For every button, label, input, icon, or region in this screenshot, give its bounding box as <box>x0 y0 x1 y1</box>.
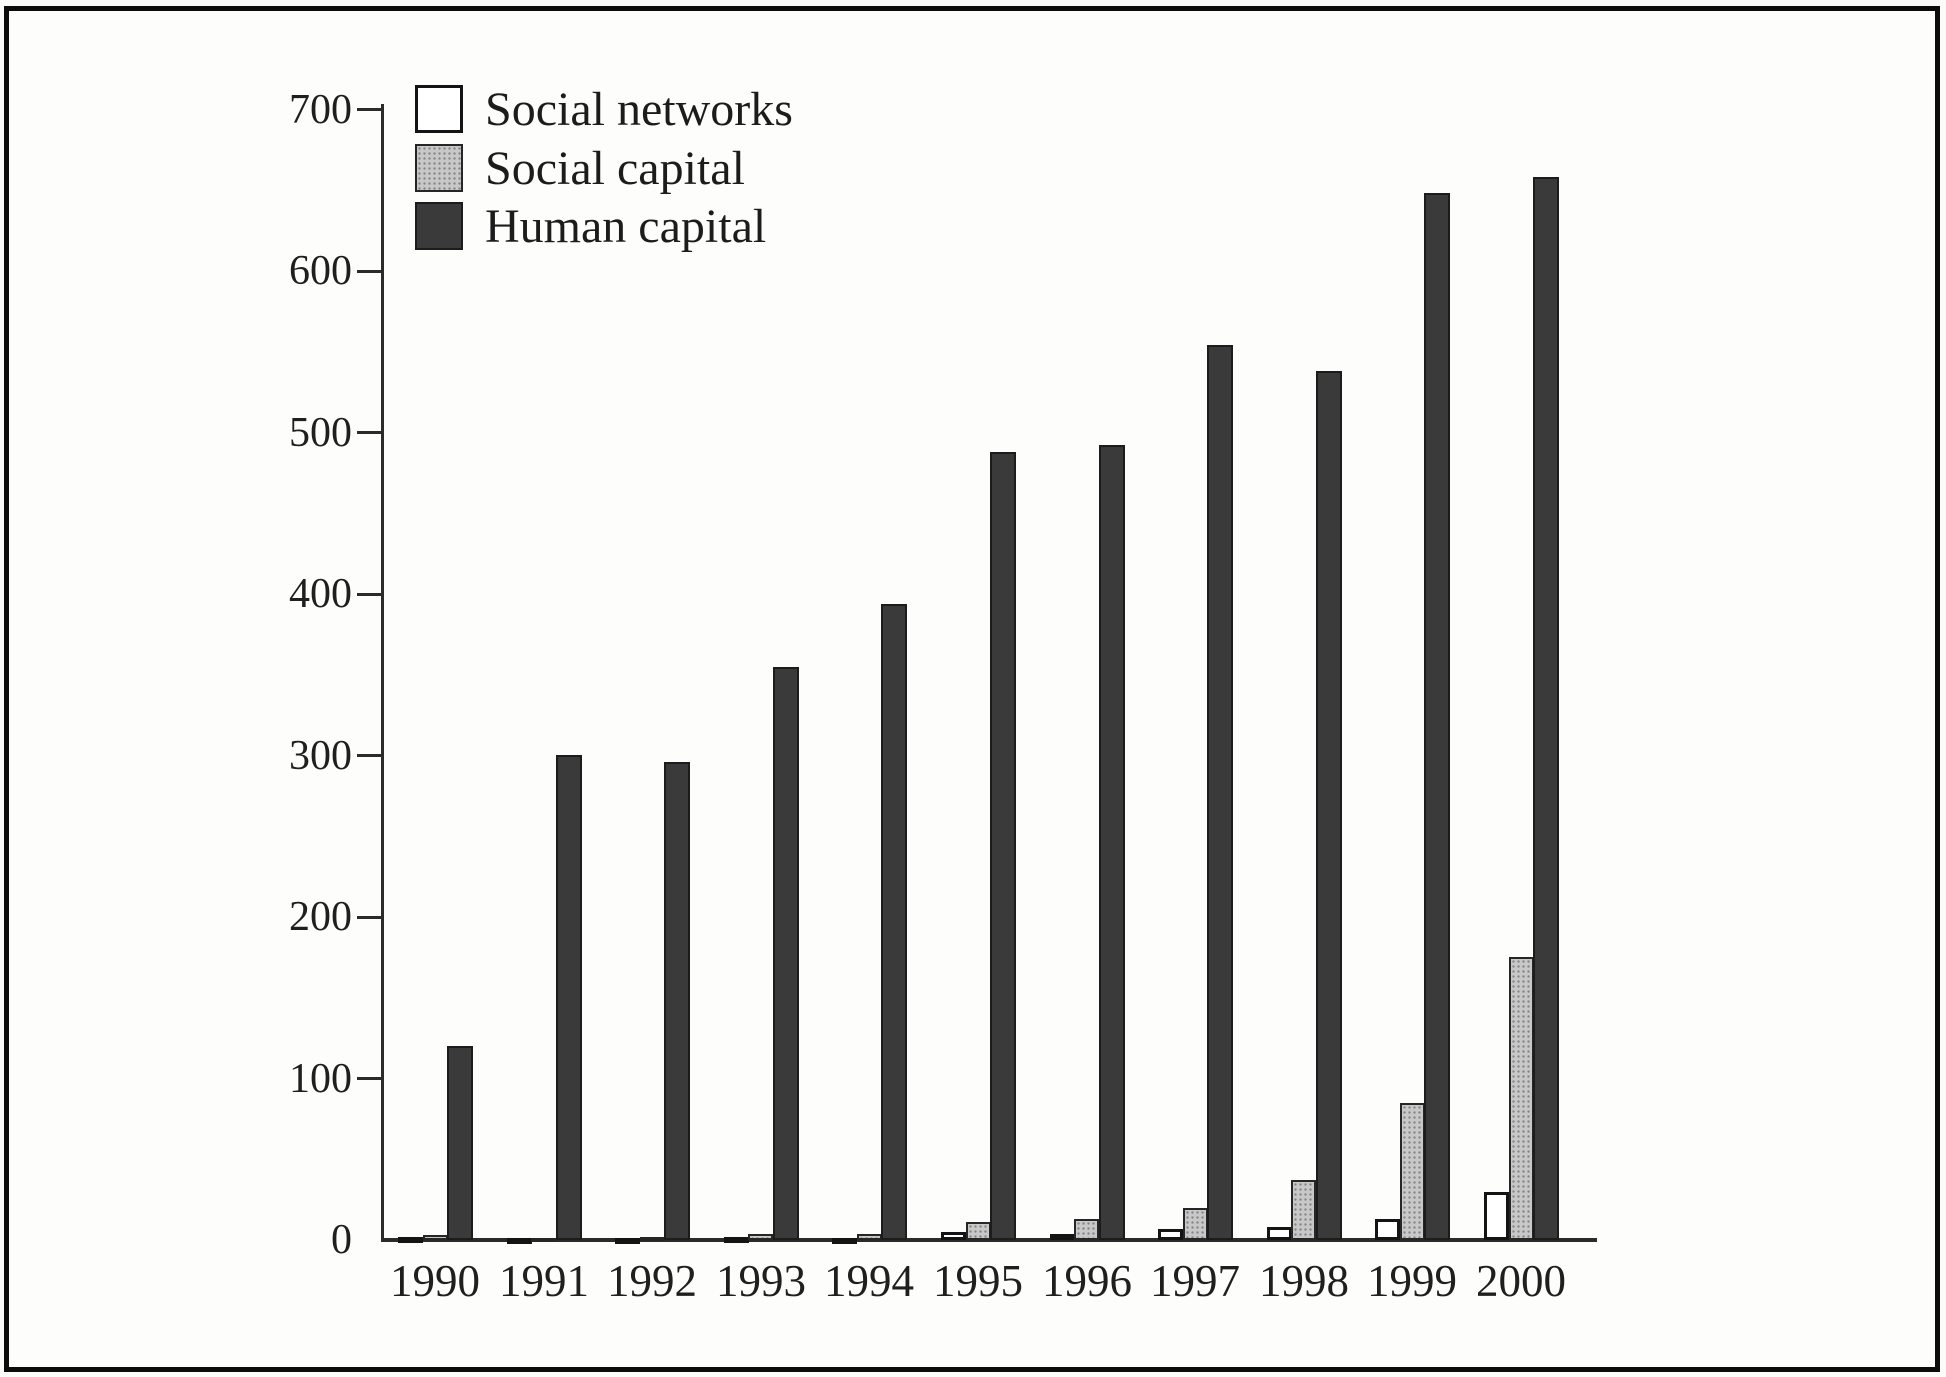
bar-human-capital-1998 <box>1316 371 1342 1240</box>
y-tick-label-700: 700 <box>289 86 352 133</box>
y-tick-500 <box>357 431 381 434</box>
bar-social-capital-1993 <box>748 1234 773 1240</box>
x-label-1993: 1993 <box>716 1256 806 1306</box>
bar-human-capital-1995 <box>990 452 1016 1240</box>
x-label-1995: 1995 <box>933 1256 1023 1306</box>
x-label-1998: 1998 <box>1259 1256 1349 1306</box>
bar-social-capital-1998 <box>1291 1180 1316 1240</box>
y-axis-line <box>381 104 384 1242</box>
x-label-1999: 1999 <box>1367 1256 1457 1306</box>
bar-human-capital-1999 <box>1424 193 1450 1240</box>
bar-social-networks-1996 <box>1050 1234 1075 1240</box>
y-tick-label-500: 500 <box>289 409 352 456</box>
y-tick-100 <box>357 1077 381 1080</box>
bar-human-capital-1991 <box>556 755 582 1240</box>
bar-social-networks-1991 <box>507 1238 532 1244</box>
bar-human-capital-1996 <box>1099 445 1125 1240</box>
x-label-1997: 1997 <box>1150 1256 1240 1306</box>
figure-border-frame: 0 100 200 300 400 500 600 700 1990 1991 1992 1993 1… <box>4 6 1940 1372</box>
legend-swatch-human-capital <box>415 202 463 250</box>
bar-social-capital-1990 <box>423 1235 448 1240</box>
bar-social-capital-1991 <box>531 1238 556 1242</box>
y-tick-label-200: 200 <box>289 894 352 940</box>
legend-swatch-social-networks <box>415 85 463 133</box>
x-label-1992: 1992 <box>607 1256 697 1306</box>
y-tick-300 <box>357 754 381 757</box>
bar-social-capital-2000 <box>1509 957 1534 1240</box>
bar-social-networks-1993 <box>724 1237 749 1243</box>
bar-social-capital-1994 <box>857 1234 882 1240</box>
bar-human-capital-1994 <box>881 604 907 1240</box>
bar-social-capital-1999 <box>1400 1103 1425 1240</box>
bar-human-capital-2000 <box>1533 177 1559 1240</box>
legend-label-human-capital: Human capital <box>485 200 767 253</box>
y-tick-label-0: 0 <box>331 1217 352 1263</box>
bar-human-capital-1997 <box>1207 345 1233 1240</box>
bar-social-capital-1996 <box>1074 1219 1099 1240</box>
bar-social-capital-1997 <box>1183 1208 1208 1240</box>
bar-social-capital-1995 <box>966 1222 991 1240</box>
bar-social-networks-1994 <box>832 1238 857 1244</box>
y-tick-label-400: 400 <box>289 571 352 617</box>
x-label-1994: 1994 <box>824 1256 914 1306</box>
legend-swatch-social-capital <box>415 144 463 192</box>
x-label-1996: 1996 <box>1042 1256 1132 1306</box>
bar-social-networks-1990 <box>398 1237 423 1243</box>
bar-human-capital-1993 <box>773 667 799 1240</box>
x-axis-line <box>381 1238 1597 1242</box>
bar-social-capital-1992 <box>640 1237 665 1241</box>
y-tick-600 <box>357 269 381 273</box>
y-tick-200 <box>357 915 381 919</box>
y-tick-700 <box>357 108 381 111</box>
bar-social-networks-1992 <box>615 1238 640 1244</box>
bar-social-networks-1998 <box>1267 1227 1292 1240</box>
y-tick-label-100: 100 <box>289 1055 352 1102</box>
bar-social-networks-1999 <box>1375 1219 1400 1240</box>
x-label-1991: 1991 <box>499 1256 589 1306</box>
bar-human-capital-1990 <box>447 1046 473 1240</box>
legend-label-social-capital: Social capital <box>485 142 745 195</box>
y-tick-400 <box>357 592 381 596</box>
bar-social-networks-1995 <box>941 1232 966 1240</box>
bar-human-capital-1992 <box>664 762 690 1240</box>
y-tick-label-300: 300 <box>289 732 352 779</box>
bar-social-networks-1997 <box>1158 1229 1183 1240</box>
x-label-1990: 1990 <box>390 1256 480 1306</box>
x-label-2000: 2000 <box>1476 1256 1566 1306</box>
bar-social-networks-2000 <box>1484 1192 1509 1240</box>
legend-label-social-networks: Social networks <box>485 83 793 136</box>
y-tick-label-600: 600 <box>289 248 352 294</box>
